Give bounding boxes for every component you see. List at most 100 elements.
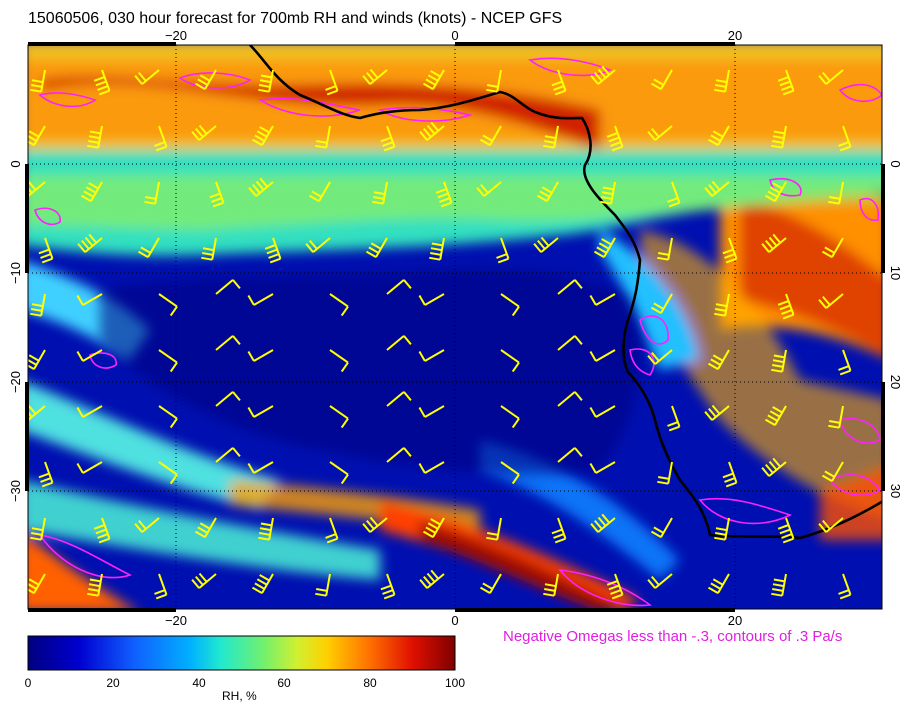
wind-barb <box>818 293 844 309</box>
lat-label-left-1: 0 <box>8 160 23 167</box>
wind-barb <box>93 69 111 96</box>
wind-barb <box>264 237 282 264</box>
wind-barb <box>247 349 274 362</box>
colorbar-tick: 40 <box>192 676 206 690</box>
wind-barb <box>418 405 445 418</box>
wind-barb <box>838 349 852 376</box>
wind-barb <box>707 349 730 370</box>
wind-barb <box>761 457 787 477</box>
wind-barb <box>76 461 103 474</box>
wind-barb <box>191 572 217 589</box>
wind-barb <box>821 237 844 258</box>
wind-barb <box>30 293 46 317</box>
wind-barb <box>419 121 445 141</box>
wind-barb <box>557 279 583 295</box>
wind-barb <box>557 447 583 463</box>
wind-barb <box>500 293 520 317</box>
wind-barb <box>828 181 844 205</box>
wind-barb <box>372 181 388 205</box>
lat-label-right-2: 10 <box>888 266 903 280</box>
wind-barb <box>650 517 673 538</box>
wind-barb <box>435 181 453 208</box>
wind-barb <box>771 125 787 149</box>
wind-barb <box>28 349 46 370</box>
wind-barb <box>771 349 787 373</box>
wind-barb <box>838 573 852 600</box>
wind-barb <box>154 125 168 152</box>
wind-barb <box>134 517 160 533</box>
wind-barb <box>722 237 738 264</box>
wind-barb <box>486 517 502 541</box>
lat-label-left-4: −30 <box>8 480 23 502</box>
wind-barb <box>325 517 339 544</box>
wind-barb <box>194 517 217 538</box>
wind-barb <box>650 69 673 90</box>
wind-barb <box>419 569 445 589</box>
wind-barb <box>329 461 349 485</box>
colorbar-tick: 20 <box>106 676 120 690</box>
wind-barb <box>325 69 339 96</box>
wind-barb <box>476 181 502 197</box>
wind-barb <box>28 573 46 594</box>
wind-barb <box>771 573 787 597</box>
wind-barb <box>590 513 616 533</box>
wind-barb <box>315 573 331 597</box>
omega-note: Negative Omegas less than -.3, contours … <box>503 628 843 645</box>
wind-barb <box>329 349 349 373</box>
wind-barb <box>209 181 225 208</box>
wind-barb <box>818 517 844 533</box>
wind-barb <box>201 237 217 261</box>
wind-barb <box>828 405 844 429</box>
wind-barb <box>28 180 46 197</box>
wind-barb <box>154 573 168 600</box>
omega-contours <box>34 57 882 607</box>
wind-barb <box>647 573 673 589</box>
lon-label-top-1: −20 <box>165 28 187 43</box>
wind-barb <box>606 125 624 152</box>
wind-barb <box>76 293 103 306</box>
wind-barb <box>764 181 787 202</box>
wind-barb <box>258 69 274 93</box>
wind-barb <box>386 335 412 351</box>
wind-barb <box>386 447 412 463</box>
wind-barb <box>93 517 111 544</box>
wind-barb <box>606 573 624 600</box>
wind-barb <box>479 125 502 146</box>
wind-barb <box>657 461 673 485</box>
wind-barb <box>144 181 160 205</box>
rh-field <box>28 45 882 609</box>
wind-barb <box>38 461 54 488</box>
wind-barb <box>418 349 445 362</box>
wind-barb <box>418 293 445 306</box>
wind-barb <box>722 461 738 488</box>
wind-barb <box>158 405 178 429</box>
wind-barb <box>590 65 616 85</box>
wind-barb <box>647 125 673 141</box>
colorbar-tick: 60 <box>277 676 291 690</box>
wind-barb <box>543 125 559 149</box>
wind-barb <box>30 69 46 93</box>
wind-barb <box>194 69 217 90</box>
map-title: 15060506, 030 hour forecast for 700mb RH… <box>28 10 563 27</box>
wind-barb <box>251 125 274 146</box>
lat-label-right-1: 0 <box>888 160 903 167</box>
wind-barb <box>500 461 520 485</box>
wind-barb <box>551 69 567 96</box>
wind-barb <box>28 404 46 421</box>
wind-barb <box>258 517 274 541</box>
wind-barb <box>215 447 241 463</box>
wind-barb <box>315 125 331 149</box>
colorbar-tick: 80 <box>363 676 377 690</box>
lat-label-right-3: 20 <box>888 375 903 389</box>
wind-barb <box>589 293 616 306</box>
wind-barb <box>38 237 54 264</box>
lon-label-bottom-3: 20 <box>728 613 742 628</box>
wind-barb <box>28 125 46 146</box>
wind-barb <box>551 517 567 544</box>
wind-barb <box>329 293 349 317</box>
wind-barb <box>838 125 852 152</box>
wind-barb <box>714 293 730 317</box>
wind-barb <box>422 69 445 90</box>
wind-barb <box>650 293 673 314</box>
